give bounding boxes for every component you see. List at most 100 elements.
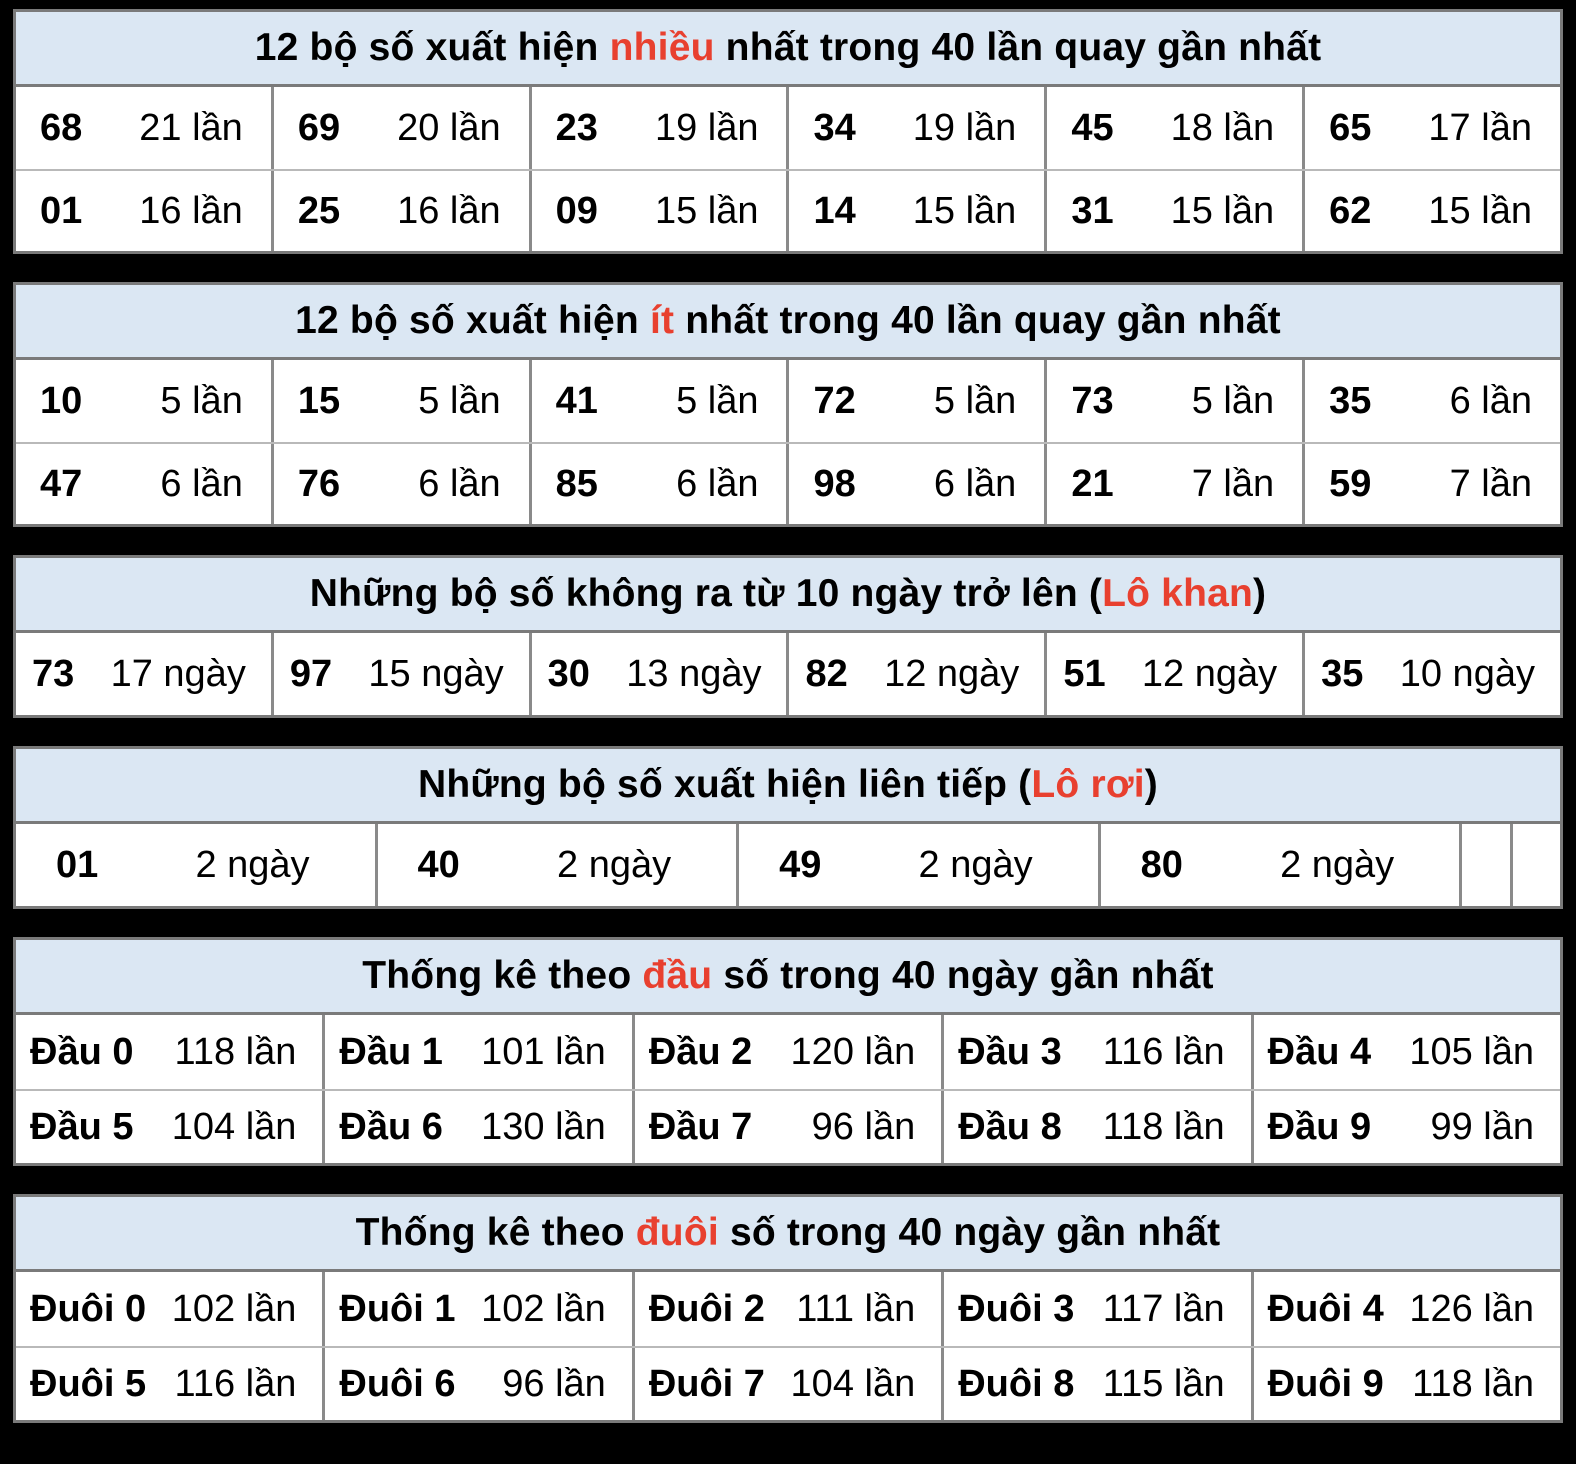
lottery-number: 25 [297, 189, 341, 232]
occurrence-count: 15 lần [1428, 189, 1532, 232]
digit-group-label: Đuôi 3 [958, 1287, 1075, 1330]
days-count: 12 ngày [1141, 652, 1278, 695]
stat-cell: 73 5 lần [1044, 360, 1302, 442]
occurrence-count: 117 lần [1102, 1287, 1225, 1330]
stat-cell: Đuôi 8 115 lần [941, 1348, 1250, 1420]
stat-cell: Đuôi 0 102 lần [16, 1272, 322, 1346]
lottery-number: 73 [32, 652, 75, 695]
table-row: 73 17 ngày 97 15 ngày 30 13 ngày 82 12 ngày … [16, 633, 1560, 715]
stat-cell: 82 12 ngày [786, 633, 1044, 715]
lottery-number: 85 [555, 462, 598, 505]
digit-group-label: Đầu 7 [648, 1105, 753, 1148]
digit-group-label: Đầu 0 [30, 1030, 134, 1073]
days-count: 2 ngày [1280, 843, 1395, 886]
table-lo-roi: Những bộ số xuất hiện liên tiếp (Lô rơi)… [13, 746, 1563, 909]
stat-cell: Đuôi 7 104 lần [631, 1348, 941, 1420]
digit-group-label: Đuôi 7 [648, 1362, 765, 1405]
lottery-number: 35 [1321, 652, 1364, 695]
lottery-number: 72 [813, 379, 856, 422]
title-prefix: Những bộ số xuất hiện liên tiếp ( [418, 763, 1032, 806]
occurrence-count: 104 lần [790, 1362, 916, 1405]
occurrence-count: 15 lần [912, 189, 1017, 232]
occurrence-count: 6 lần [933, 462, 1017, 505]
digit-group-label: Đầu 2 [648, 1030, 753, 1073]
digit-group-label: Đầu 5 [30, 1105, 134, 1148]
stat-cell: 40 2 ngày [374, 824, 737, 906]
lottery-number: 15 [297, 379, 341, 422]
occurrence-count: 96 lần [502, 1362, 606, 1405]
stat-cell: 14 15 lần [786, 171, 1044, 251]
occurrence-count: 102 lần [481, 1287, 606, 1330]
table-duoi-so: Thống kê theo đuôi số trong 40 ngày gần … [13, 1194, 1563, 1423]
occurrence-count: 116 lần [174, 1362, 297, 1405]
lottery-number: 09 [555, 189, 598, 232]
stat-cell: Đuôi 5 116 lần [16, 1348, 322, 1420]
occurrence-count: 118 lần [1412, 1362, 1535, 1405]
table-dau-so-title: Thống kê theo đầu số trong 40 ngày gần n… [16, 940, 1560, 1015]
lottery-number: 34 [813, 106, 856, 149]
lottery-number: 21 [1071, 462, 1114, 505]
table-row: Đầu 5 104 lần Đầu 6 130 lần Đầu 7 96 lần Đầ… [16, 1089, 1560, 1163]
stat-cell: 34 19 lần [786, 87, 1044, 169]
occurrence-count: 5 lần [160, 379, 243, 422]
title-suffix: ) [1144, 763, 1158, 806]
stat-cell: 76 6 lần [270, 444, 529, 524]
stat-cell: 47 6 lần [16, 444, 271, 524]
stat-cell: 21 7 lần [1044, 444, 1302, 524]
table-row: Đầu 0 118 lần Đầu 1 101 lần Đầu 2 120 lần Đ… [16, 1015, 1560, 1089]
stat-cell: 35 10 ngày [1302, 633, 1560, 715]
occurrence-count: 126 lần [1409, 1287, 1535, 1330]
occurrence-count: 16 lần [397, 189, 501, 232]
table-lo-roi-title: Những bộ số xuất hiện liên tiếp (Lô rơi) [16, 749, 1560, 824]
stat-cell: 80 2 ngày [1097, 824, 1460, 906]
stat-cell: 15 5 lần [270, 360, 529, 442]
lottery-number: 98 [813, 462, 856, 505]
digit-group-label: Đuôi 5 [30, 1362, 147, 1405]
stat-cell: 45 18 lần [1044, 87, 1302, 169]
title-suffix: số trong 40 ngày gần nhất [718, 1211, 1221, 1254]
occurrence-count: 115 lần [1102, 1362, 1225, 1405]
occurrence-count: 5 lần [933, 379, 1017, 422]
digit-group-label: Đuôi 9 [1267, 1362, 1384, 1405]
occurrence-count: 5 lần [1191, 379, 1275, 422]
occurrence-count: 5 lần [418, 379, 501, 422]
occurrence-count: 120 lần [790, 1030, 916, 1073]
lottery-number: 47 [40, 462, 83, 505]
stat-cell: 59 7 lần [1302, 444, 1560, 524]
occurrence-count: 6 lần [418, 462, 501, 505]
days-count: 10 ngày [1399, 652, 1535, 695]
stat-cell: 51 12 ngày [1044, 633, 1302, 715]
stat-cell: 09 15 lần [528, 171, 787, 251]
stat-cell: 97 15 ngày [270, 633, 529, 715]
title-suffix: nhất trong 40 lần quay gần nhất [674, 299, 1281, 342]
title-prefix: Thống kê theo [355, 1211, 636, 1254]
digit-group-label: Đuôi 8 [958, 1362, 1075, 1405]
digit-group-label: Đầu 9 [1267, 1105, 1372, 1148]
lottery-number: 62 [1329, 189, 1372, 232]
stat-cell: Đuôi 3 117 lần [941, 1272, 1250, 1346]
title-highlight: đầu [642, 954, 713, 997]
stat-cell: Đầu 7 96 lần [631, 1091, 941, 1163]
lottery-number: 40 [417, 843, 460, 886]
stat-cell: Đầu 4 105 lần [1250, 1015, 1560, 1089]
title-prefix: Thống kê theo [362, 954, 643, 997]
occurrence-count: 99 lần [1430, 1105, 1535, 1148]
table-least-frequent: 12 bộ số xuất hiện ít nhất trong 40 lần … [13, 282, 1563, 527]
occurrence-count: 19 lần [654, 106, 759, 149]
occurrence-count: 102 lần [171, 1287, 297, 1330]
empty-cell [1509, 824, 1560, 906]
lottery-number: 80 [1140, 843, 1183, 886]
stat-cell: Đầu 6 130 lần [322, 1091, 631, 1163]
stat-cell: 68 21 lần [16, 87, 271, 169]
occurrence-count: 6 lần [1449, 379, 1532, 422]
table-row: 10 5 lần 15 5 lần 41 5 lần 72 5 lần 73 5 lần … [16, 360, 1560, 442]
occurrence-count: 118 lần [174, 1030, 297, 1073]
table-lo-khan-title: Những bộ số không ra từ 10 ngày trở lên … [16, 558, 1560, 633]
title-suffix: ) [1253, 572, 1267, 615]
title-suffix: nhất trong 40 lần quay gần nhất [714, 26, 1322, 69]
table-row: 01 16 lần 25 16 lần 09 15 lần 14 15 lần 31 15… [16, 169, 1560, 251]
stat-cell: 23 19 lần [528, 87, 787, 169]
occurrence-count: 6 lần [160, 462, 243, 505]
digit-group-label: Đầu 1 [339, 1030, 443, 1073]
stat-cell: Đuôi 6 96 lần [322, 1348, 631, 1420]
